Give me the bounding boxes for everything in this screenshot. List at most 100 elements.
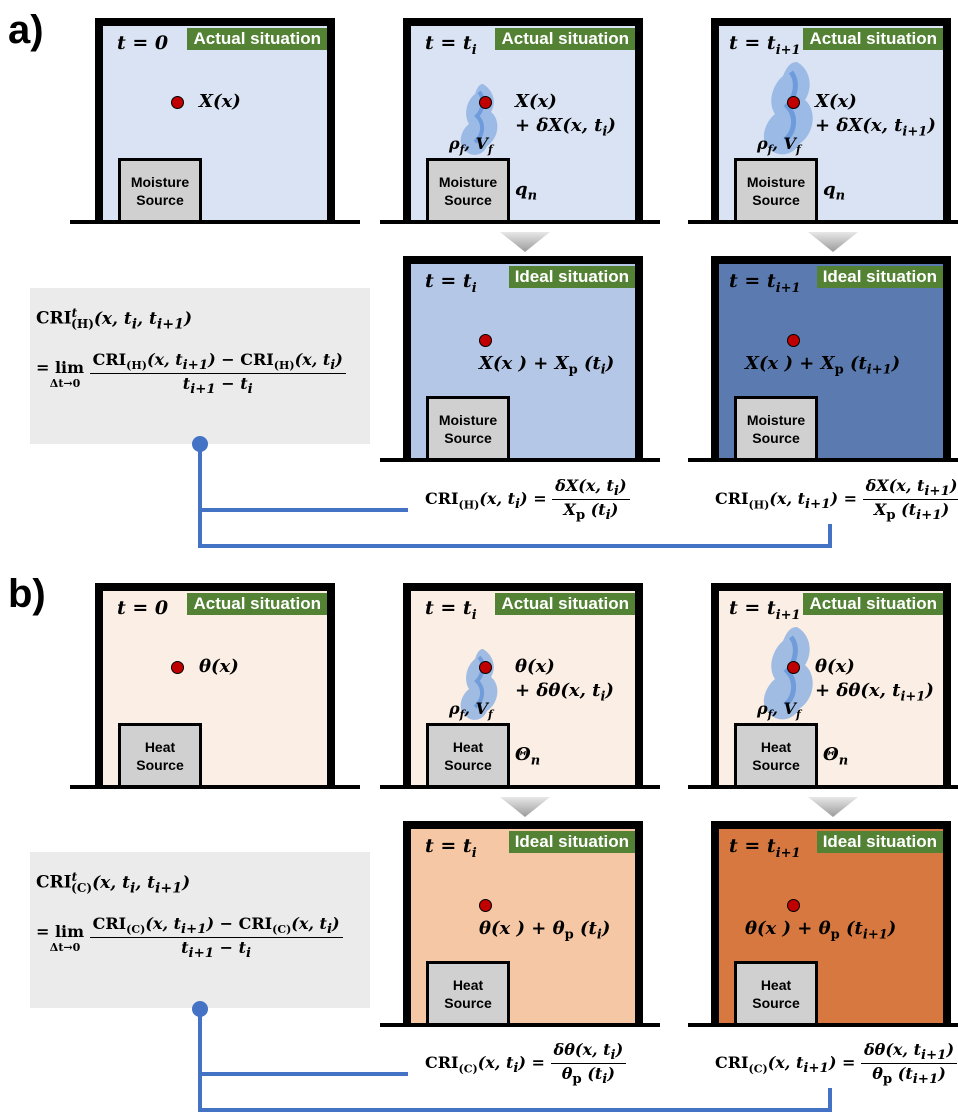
time-label: t = ti+1 <box>729 835 801 861</box>
probe-point-dot <box>479 96 492 109</box>
vapor-plume-icon <box>763 627 813 720</box>
probe-point-dot <box>787 334 800 347</box>
cri-rate-formula-box: CRIt(H)(x, ti, ti+1) = lim Δt→0 CRI(H)(x… <box>30 288 370 444</box>
time-label: t = ti+1 <box>729 32 801 58</box>
ideal-situation-tag: Ideal situation <box>816 831 943 853</box>
heat-source: Heat Source <box>426 961 510 1027</box>
probe-point-dot <box>787 96 800 109</box>
cri-definition-ti: CRI(C)(x, ti) = δθ(x, ti) θp (ti) <box>425 1040 627 1087</box>
moisture-source: Moisture Source <box>426 396 510 462</box>
time-label: t = ti <box>425 32 477 58</box>
ideal-situation-tag: Ideal situation <box>816 266 943 288</box>
actual-situation-tag: Actual situation <box>495 28 635 50</box>
cri-rate-lhs: CRIt(H)(x, ti, ti+1) <box>36 306 192 333</box>
fluid-props: ρf, Vf <box>757 699 801 722</box>
fluid-props: ρf, Vf <box>449 699 493 722</box>
connector-line <box>198 1009 202 1112</box>
heat-source: Heat Source <box>734 723 818 789</box>
probe-point-dot <box>479 661 492 674</box>
point-value: X(x) <box>815 91 857 112</box>
point-value: θ(x) <box>515 656 555 677</box>
point-value: X(x) <box>199 91 241 112</box>
flux-label: Θn <box>515 744 541 769</box>
heat-source: Heat Source <box>426 723 510 789</box>
ideal-value: θ(x ) + θp (ti) <box>479 918 611 943</box>
room-b-ti1-actual: Actual situation t = ti+1 θ(x) + δθ(x, t… <box>711 583 951 789</box>
floor-line <box>380 220 660 224</box>
floor-line <box>688 220 958 224</box>
cri-definition-ti1: CRI(H)(x, ti+1) = δX(x, ti+1) Xp (ti+1) <box>715 476 958 523</box>
connector-line <box>198 508 408 512</box>
heat-source: Heat Source <box>734 961 818 1027</box>
time-label: t = ti+1 <box>729 597 801 623</box>
connector-line <box>198 1108 832 1112</box>
floor-line <box>380 785 660 789</box>
room-a-ti1-ideal: Ideal situation t = ti+1 X(x ) + Xp (ti+… <box>711 256 951 462</box>
time-label: t = 0 <box>117 597 169 619</box>
cri-definition-ti1: CRI(C)(x, ti+1) = δθ(x, ti+1) θp (ti+1) <box>715 1040 958 1087</box>
floor-line <box>380 458 660 462</box>
room-b-t0-actual: Actual situation t = 0 θ(x) Heat Source <box>95 583 335 789</box>
vapor-plume-icon <box>763 62 813 155</box>
panel-a-label: a) <box>8 8 44 52</box>
ideal-value: X(x ) + Xp (ti) <box>479 353 615 378</box>
actual-situation-tag: Actual situation <box>803 593 943 615</box>
point-value: X(x) <box>515 91 557 112</box>
actual-situation-tag: Actual situation <box>803 28 943 50</box>
time-label: t = 0 <box>117 32 169 54</box>
cri-rate-lhs: CRIt(C)(x, ti, ti+1) <box>36 870 191 897</box>
room-a-ti-ideal: Ideal situation t = ti X(x ) + Xp (ti) M… <box>403 256 643 462</box>
probe-point-dot <box>171 661 184 674</box>
room-a-ti-actual: Actual situation t = ti X(x) + δX(x, ti)… <box>403 18 643 224</box>
floor-line <box>688 785 958 789</box>
ideal-situation-tag: Ideal situation <box>508 266 635 288</box>
room-b-ti1-ideal: Ideal situation t = ti+1 θ(x ) + θp (ti+… <box>711 821 951 1027</box>
moisture-source: Moisture Source <box>118 158 202 224</box>
probe-point-dot <box>479 334 492 347</box>
flux-label: qn <box>823 179 846 204</box>
connector-line <box>198 1072 408 1076</box>
actual-situation-tag: Actual situation <box>187 593 327 615</box>
point-value: θ(x) <box>815 656 855 677</box>
time-label: t = ti <box>425 835 477 861</box>
moisture-source: Moisture Source <box>734 158 818 224</box>
room-a-ti1-actual: Actual situation t = ti+1 X(x) + δX(x, t… <box>711 18 951 224</box>
ideal-situation-tag: Ideal situation <box>508 831 635 853</box>
probe-point-dot <box>787 899 800 912</box>
moisture-source: Moisture Source <box>426 158 510 224</box>
room-b-ti-actual: Actual situation t = ti θ(x) + δθ(x, ti)… <box>403 583 643 789</box>
ideal-value: θ(x ) + θp (ti+1) <box>745 918 897 943</box>
actual-situation-tag: Actual situation <box>187 28 327 50</box>
fluid-props: ρf, Vf <box>449 134 493 157</box>
point-perturbation: + δX(x, ti+1) <box>815 115 936 140</box>
room-a-t0-actual: Actual situation t = 0 X(x) Moisture Sou… <box>95 18 335 224</box>
floor-line <box>688 1023 958 1027</box>
floor-line <box>380 1023 660 1027</box>
point-value: θ(x) <box>199 656 239 677</box>
down-arrow-icon <box>808 797 858 817</box>
ideal-value: X(x ) + Xp (ti+1) <box>745 353 901 378</box>
probe-point-dot <box>479 899 492 912</box>
cri-definition-ti: CRI(H)(x, ti) = δX(x, ti) Xp (ti) <box>425 476 630 523</box>
floor-line <box>70 785 360 789</box>
floor-line <box>70 220 360 224</box>
room-b-ti-ideal: Ideal situation t = ti θ(x ) + θp (ti) H… <box>403 821 643 1027</box>
actual-situation-tag: Actual situation <box>495 593 635 615</box>
point-perturbation: + δθ(x, ti+1) <box>815 680 934 705</box>
down-arrow-icon <box>500 797 550 817</box>
point-perturbation: + δθ(x, ti) <box>515 680 614 705</box>
connector-line <box>198 444 202 548</box>
cri-rate-rhs: = lim Δt→0 CRI(H)(x, ti+1) − CRI(H)(x, t… <box>36 350 346 397</box>
heat-source: Heat Source <box>118 723 202 789</box>
flux-label: Θn <box>823 744 849 769</box>
connector-line <box>828 524 832 548</box>
time-label: t = ti <box>425 597 477 623</box>
moisture-source: Moisture Source <box>734 396 818 462</box>
flux-label: qn <box>515 179 538 204</box>
source-label-2: Source <box>136 192 184 208</box>
connector-line <box>198 544 832 548</box>
fluid-props: ρf, Vf <box>757 134 801 157</box>
time-label: t = ti+1 <box>729 270 801 296</box>
panel-b-label: b) <box>8 572 46 616</box>
time-label: t = ti <box>425 270 477 296</box>
